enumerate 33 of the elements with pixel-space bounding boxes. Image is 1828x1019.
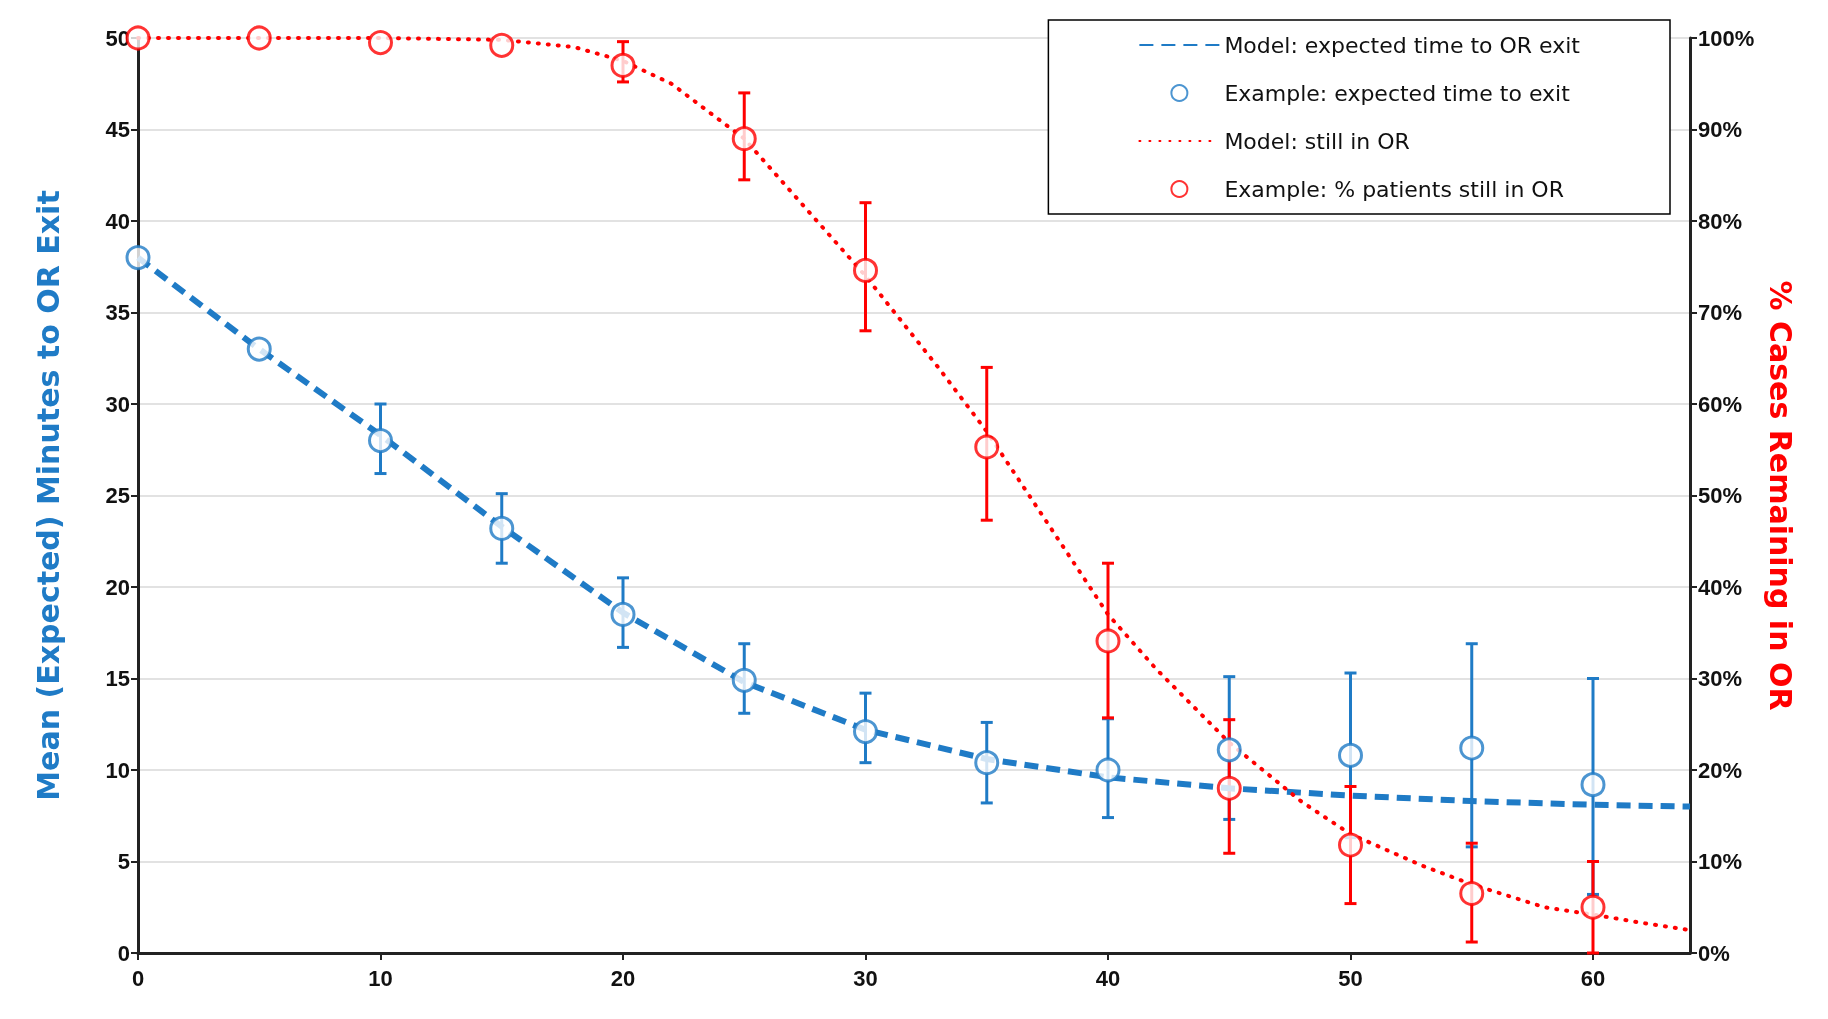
- y2-tick-label: 10%: [1698, 849, 1743, 874]
- y-tick-label: 25: [105, 483, 130, 508]
- x-tick-label: 50: [1338, 965, 1363, 991]
- y2-tick-label: 100%: [1698, 25, 1755, 51]
- legend-label: Model: expected time to OR exit: [1224, 32, 1581, 58]
- y-tick-label: 45: [105, 117, 130, 142]
- y-tick-label: 35: [105, 300, 130, 325]
- y2-tick-label: 60%: [1698, 391, 1743, 417]
- y2-tick-label: 80%: [1698, 208, 1743, 234]
- legend-label: Example: % patients still in OR: [1224, 176, 1564, 202]
- y-tick-label: 20: [105, 574, 130, 600]
- x-tick-label: 20: [610, 965, 636, 991]
- legend-label: Example: expected time to exit: [1224, 80, 1571, 106]
- y2-tick-label: 70%: [1698, 300, 1743, 325]
- y-tick-label: 30: [105, 391, 130, 417]
- x-tick-label: 60: [1580, 965, 1606, 991]
- y2-tick-label: 40%: [1698, 574, 1743, 600]
- y2-tick-label: 30%: [1698, 666, 1743, 691]
- y-tick-label: 15: [105, 666, 130, 691]
- y-tick-label: 0: [117, 940, 130, 966]
- x-tick-label: 30: [853, 965, 878, 991]
- y2-tick-label: 50%: [1698, 483, 1743, 508]
- legend-label: Model: still in OR: [1224, 128, 1410, 154]
- y2-axis-title: % Cases Remaining in OR: [1762, 280, 1798, 711]
- y-tick-label: 10: [105, 757, 130, 783]
- y-axis-title: Mean (Expected) Minutes to OR Exit: [30, 190, 66, 801]
- y2-tick-label: 20%: [1698, 757, 1743, 783]
- y2-tick-label: 90%: [1698, 117, 1743, 142]
- x-tick-label: 40: [1095, 965, 1121, 991]
- y2-tick-label: 0%: [1698, 940, 1730, 966]
- y-tick-label: 40: [105, 208, 130, 234]
- y-tick-label: 5: [117, 849, 130, 874]
- x-tick-label: 10: [368, 965, 393, 991]
